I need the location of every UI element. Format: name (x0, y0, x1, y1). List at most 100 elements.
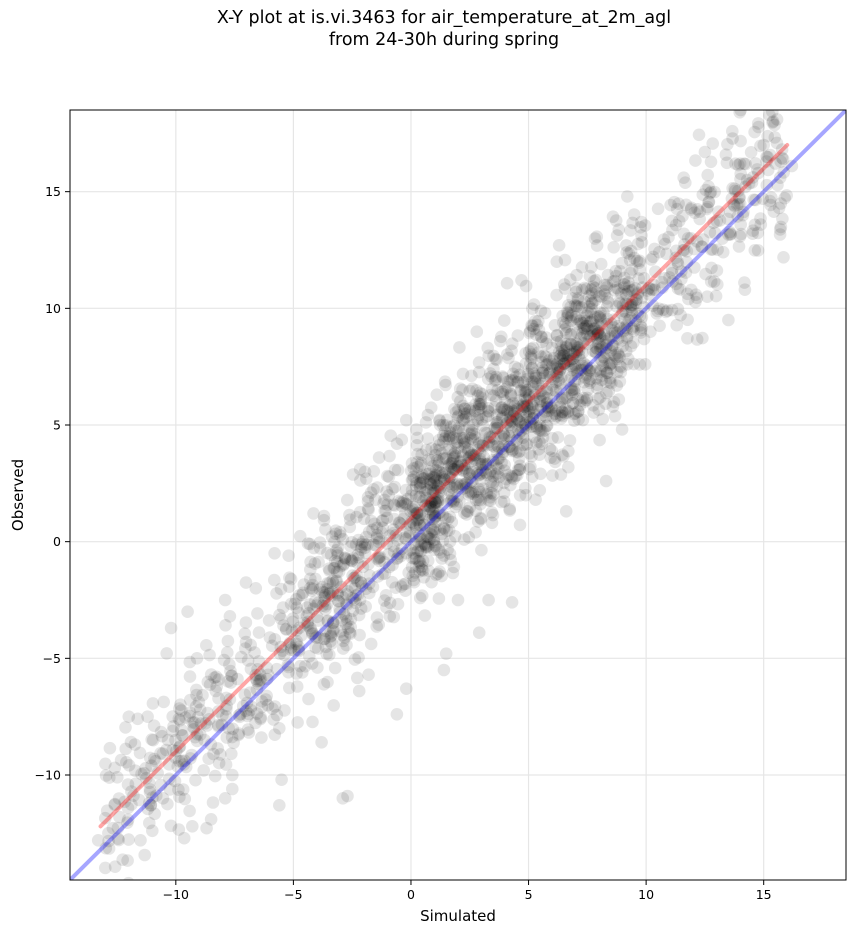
data-point (485, 430, 499, 443)
data-point (732, 158, 745, 172)
data-point (128, 738, 142, 751)
data-point (220, 731, 234, 744)
data-point (284, 641, 298, 654)
data-point (448, 462, 461, 476)
data-point (585, 302, 598, 316)
data-point (522, 367, 535, 381)
data-point (555, 412, 568, 425)
data-point (370, 521, 384, 535)
data-point (696, 188, 710, 201)
data-point (497, 427, 510, 440)
data-point (457, 434, 470, 447)
data-point (112, 792, 126, 805)
data-point (496, 370, 509, 383)
data-point (326, 616, 340, 630)
data-point (388, 499, 402, 512)
data-point (260, 672, 274, 686)
data-point (502, 351, 515, 365)
data-point (489, 370, 503, 384)
data-point (564, 337, 578, 351)
data-point (669, 251, 682, 265)
data-point (225, 747, 238, 761)
data-point (365, 514, 378, 528)
data-point (516, 431, 530, 445)
data-point (763, 110, 776, 122)
data-point (693, 212, 706, 226)
data-point (515, 384, 528, 397)
data-point (281, 658, 295, 672)
data-point (420, 443, 433, 457)
data-point (462, 488, 476, 502)
data-point (186, 716, 199, 729)
data-point (511, 463, 525, 477)
data-point (606, 324, 619, 337)
data-point (607, 395, 621, 409)
data-point (506, 404, 520, 418)
data-point (282, 666, 295, 679)
data-point (425, 575, 438, 589)
data-point (347, 571, 361, 585)
data-point (441, 513, 455, 526)
data-point (108, 761, 122, 775)
data-point (367, 465, 381, 478)
data-point (119, 721, 132, 734)
data-point (622, 314, 636, 327)
data-point (406, 503, 420, 516)
data-point (286, 615, 300, 629)
data-point (296, 586, 310, 600)
data-point (311, 661, 324, 674)
data-point (524, 350, 538, 364)
data-point (510, 411, 524, 425)
data-point (731, 210, 744, 223)
data-point (625, 307, 639, 320)
data-point (505, 442, 518, 456)
data-point (533, 448, 546, 462)
data-point (412, 490, 426, 504)
data-point (475, 458, 489, 472)
data-point (595, 373, 608, 387)
data-point (555, 340, 568, 353)
data-point (592, 326, 605, 340)
data-point (348, 593, 361, 606)
data-point (760, 178, 774, 192)
data-point (154, 725, 168, 739)
data-point (501, 381, 514, 394)
data-point (433, 506, 447, 520)
data-point (671, 255, 684, 268)
data-point (389, 528, 403, 542)
data-point (607, 313, 621, 327)
data-point (625, 284, 638, 297)
data-point (315, 736, 328, 749)
data-point (513, 427, 526, 440)
data-point (463, 501, 477, 514)
data-point (610, 326, 624, 339)
data-point (570, 365, 584, 378)
data-point (602, 332, 616, 346)
data-point (591, 342, 604, 356)
data-point (625, 263, 639, 276)
data-point (488, 421, 502, 434)
data-point (540, 419, 554, 432)
data-point (707, 216, 720, 230)
data-point (468, 404, 482, 418)
data-point (456, 449, 470, 462)
data-point (467, 418, 480, 432)
data-point (411, 455, 424, 469)
data-point (444, 494, 458, 508)
data-point (554, 362, 567, 376)
data-point (565, 388, 579, 402)
data-point (455, 431, 469, 445)
data-point (282, 660, 295, 674)
data-point (417, 518, 431, 531)
data-point (474, 455, 487, 468)
data-point (275, 773, 288, 786)
data-point (156, 747, 170, 760)
data-point (340, 638, 353, 652)
data-point (463, 384, 477, 398)
data-point (536, 408, 550, 422)
data-point (421, 530, 435, 543)
data-point (530, 420, 543, 433)
data-point (505, 344, 518, 358)
data-point (244, 703, 257, 717)
data-point (424, 507, 437, 521)
